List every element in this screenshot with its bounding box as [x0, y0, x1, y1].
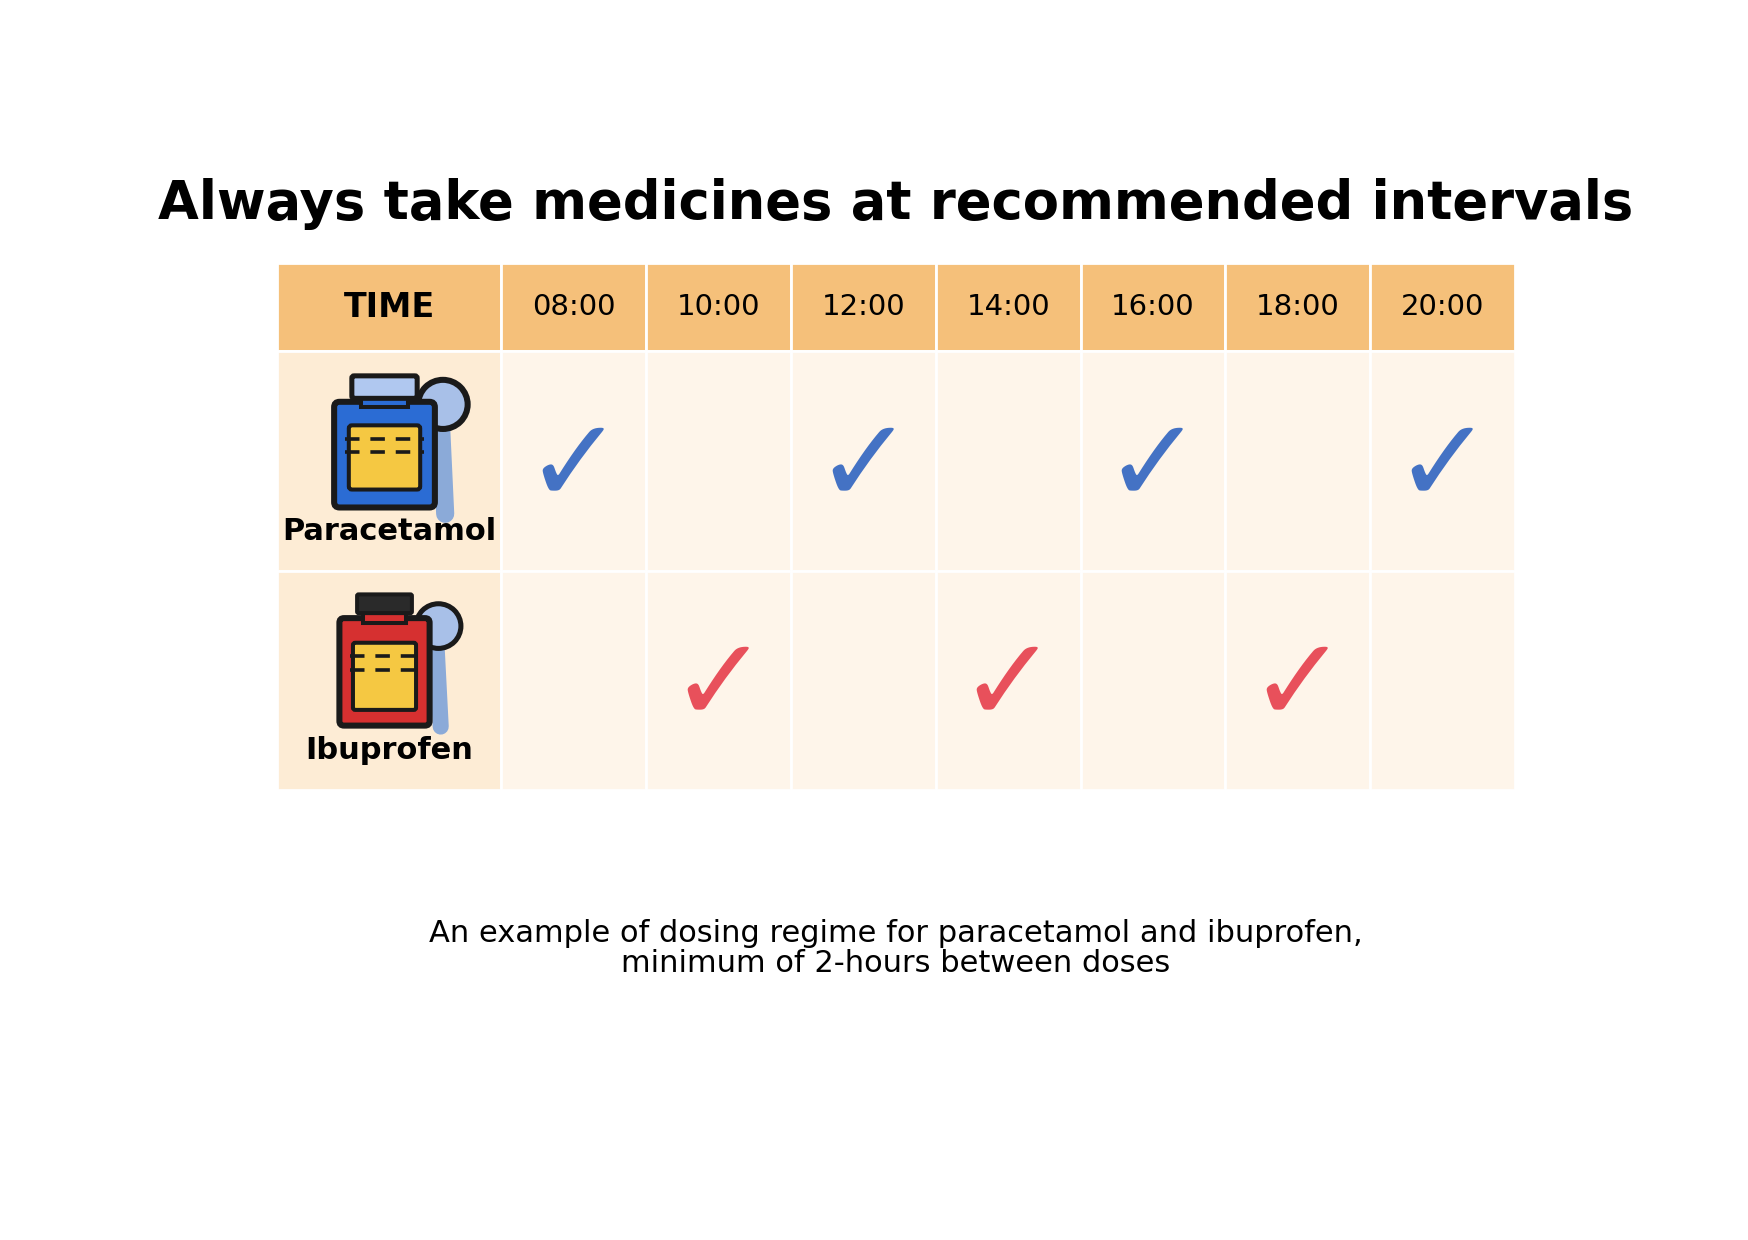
FancyBboxPatch shape — [1225, 570, 1370, 790]
Text: minimum of 2-hours between doses: minimum of 2-hours between doses — [621, 950, 1171, 978]
Text: 10:00: 10:00 — [676, 293, 760, 321]
Text: 18:00: 18:00 — [1257, 293, 1339, 321]
FancyBboxPatch shape — [1080, 570, 1225, 790]
Text: ✓: ✓ — [815, 412, 912, 526]
FancyBboxPatch shape — [351, 376, 418, 398]
FancyBboxPatch shape — [502, 570, 647, 790]
Text: 16:00: 16:00 — [1112, 293, 1196, 321]
Text: 08:00: 08:00 — [531, 293, 615, 321]
Text: Ibuprofen: Ibuprofen — [306, 737, 474, 765]
Text: ✓: ✓ — [524, 412, 624, 526]
Text: Always take medicines at recommended intervals: Always take medicines at recommended int… — [159, 179, 1633, 231]
FancyBboxPatch shape — [276, 263, 502, 351]
FancyBboxPatch shape — [792, 570, 935, 790]
Text: 14:00: 14:00 — [967, 293, 1051, 321]
FancyBboxPatch shape — [502, 263, 647, 351]
Text: ✓: ✓ — [960, 631, 1058, 745]
FancyBboxPatch shape — [353, 642, 416, 709]
FancyBboxPatch shape — [360, 396, 407, 407]
FancyBboxPatch shape — [1370, 351, 1516, 570]
FancyBboxPatch shape — [357, 594, 413, 613]
Text: TIME: TIME — [343, 290, 435, 324]
FancyBboxPatch shape — [276, 351, 502, 570]
FancyBboxPatch shape — [276, 570, 502, 790]
Text: An example of dosing regime for paracetamol and ibuprofen,: An example of dosing regime for paraceta… — [428, 919, 1363, 947]
Text: 20:00: 20:00 — [1400, 293, 1484, 321]
FancyBboxPatch shape — [1080, 351, 1225, 570]
FancyBboxPatch shape — [935, 263, 1080, 351]
FancyBboxPatch shape — [792, 351, 935, 570]
FancyBboxPatch shape — [1370, 263, 1516, 351]
Text: ✓: ✓ — [1248, 631, 1348, 745]
FancyBboxPatch shape — [647, 570, 792, 790]
FancyBboxPatch shape — [334, 402, 435, 507]
FancyBboxPatch shape — [935, 570, 1080, 790]
FancyBboxPatch shape — [792, 263, 935, 351]
FancyBboxPatch shape — [350, 425, 420, 490]
Text: ✓: ✓ — [1393, 412, 1493, 526]
FancyBboxPatch shape — [1080, 263, 1225, 351]
FancyBboxPatch shape — [502, 351, 647, 570]
FancyBboxPatch shape — [1225, 351, 1370, 570]
Text: ✓: ✓ — [669, 631, 767, 745]
FancyBboxPatch shape — [647, 263, 792, 351]
Text: ✓: ✓ — [1103, 412, 1203, 526]
FancyBboxPatch shape — [935, 351, 1080, 570]
FancyBboxPatch shape — [364, 611, 406, 622]
FancyBboxPatch shape — [647, 351, 792, 570]
Circle shape — [418, 379, 468, 429]
FancyBboxPatch shape — [1370, 570, 1516, 790]
Text: 12:00: 12:00 — [822, 293, 905, 321]
FancyBboxPatch shape — [1225, 263, 1370, 351]
Circle shape — [416, 604, 461, 649]
FancyBboxPatch shape — [339, 618, 430, 725]
Text: Paracetamol: Paracetamol — [281, 517, 496, 546]
